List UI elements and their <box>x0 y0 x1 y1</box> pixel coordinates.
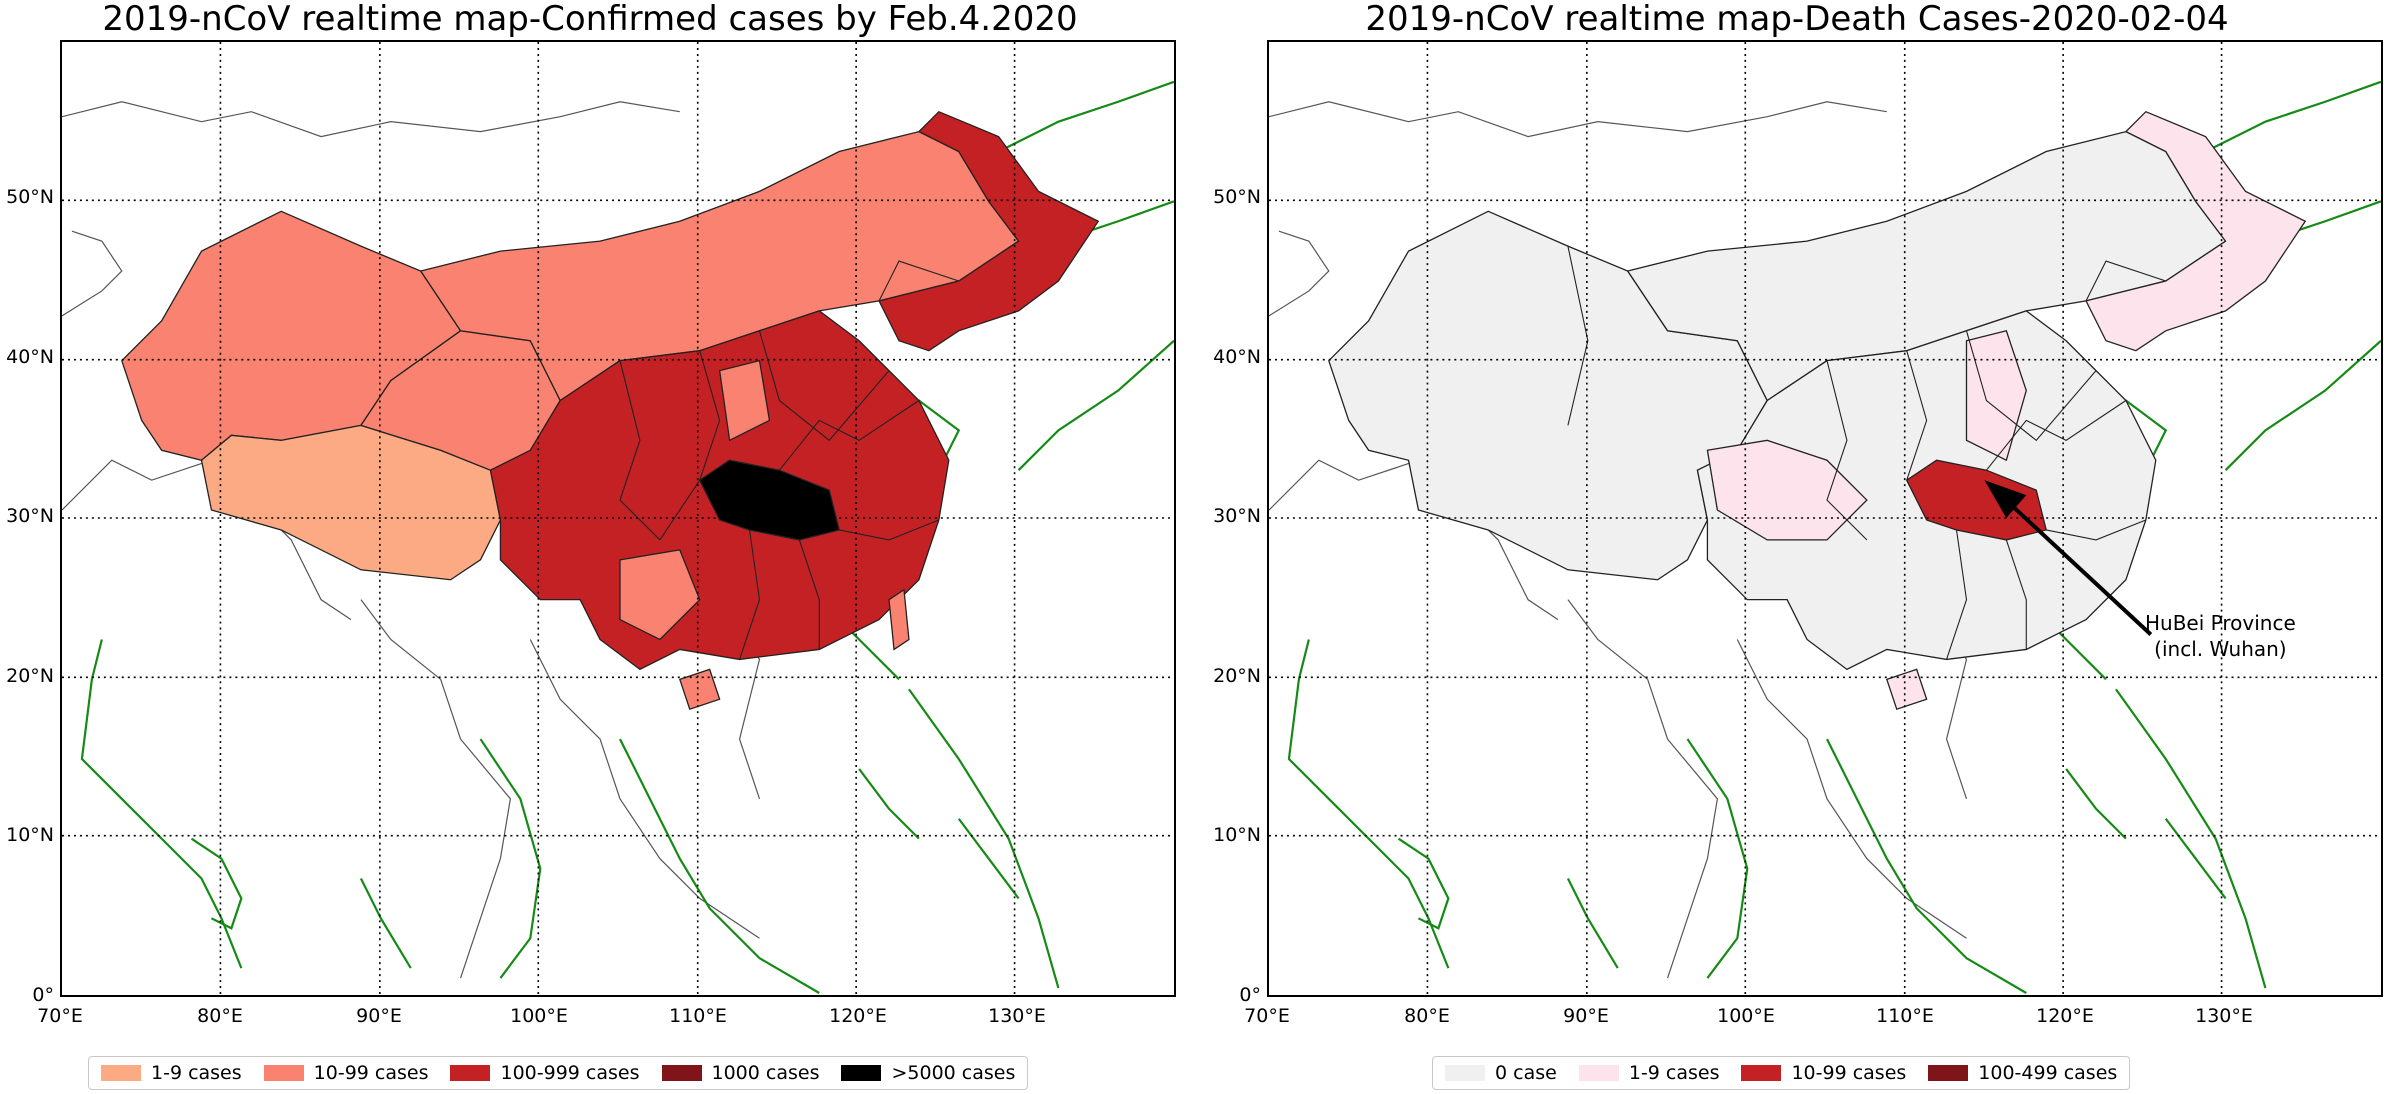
lat-tick-40n: 40°N <box>6 346 54 368</box>
lat-tick-10n: 10°N <box>1213 824 1261 846</box>
lat-tick-30n: 30°N <box>6 505 54 527</box>
region-northeast <box>2085 110 2307 352</box>
lat-tick-50n: 50°N <box>6 186 54 208</box>
lon-tick-110e: 110°E <box>669 1005 727 1027</box>
legend-swatch <box>1445 1065 1485 1081</box>
lon-tick-120e: 120°E <box>2036 1005 2094 1027</box>
map-title: 2019-nCoV realtime map-Death Cases-2020-… <box>1365 0 2229 39</box>
region-hubei <box>698 459 840 541</box>
legend-swatch <box>263 1065 304 1081</box>
legend-label: 1-9 cases <box>151 1062 242 1084</box>
legend-item: 100-499 cases <box>1928 1062 2117 1084</box>
legend-swatch <box>101 1065 141 1081</box>
region-henan-hebei <box>1965 330 2027 462</box>
legend-label: 100-499 cases <box>1978 1062 2118 1084</box>
legend-item: 10-99 cases <box>263 1062 429 1084</box>
legend-item: 1-9 cases <box>101 1062 242 1084</box>
legend-swatch <box>1741 1065 1782 1081</box>
hubei-annotation: HuBei Province (incl. Wuhan) <box>2145 610 2296 662</box>
lon-tick-80e: 80°E <box>1404 1005 1450 1027</box>
legend-label: 100-999 cases <box>500 1062 640 1084</box>
legend-item: 1000 cases <box>661 1062 820 1084</box>
legend-label: >5000 cases <box>891 1062 1016 1084</box>
legend-label: 1000 cases <box>711 1062 820 1084</box>
lon-tick-90e: 90°E <box>1563 1005 1609 1027</box>
map-area <box>60 40 1176 997</box>
legend-swatch <box>1928 1065 1969 1081</box>
legend-label: 10-99 cases <box>313 1062 429 1084</box>
confirmed-cases-map-panel: 2019-nCoV realtime map-Confirmed cases b… <box>0 0 1180 1094</box>
map-svg <box>62 42 1174 995</box>
annotation-arrow <box>1984 480 2153 636</box>
lon-tick-80e: 80°E <box>197 1005 243 1027</box>
annotation-line: (incl. Wuhan) <box>2154 637 2287 661</box>
lon-tick-130e: 130°E <box>988 1005 1046 1027</box>
legend-item: 100-999 cases <box>450 1062 640 1084</box>
legend-item: 1-9 cases <box>1578 1062 1720 1084</box>
lat-tick-40n: 40°N <box>1213 346 1261 368</box>
lon-tick-100e: 100°E <box>1717 1005 1775 1027</box>
map-title: 2019-nCoV realtime map-Confirmed cases b… <box>102 0 1078 39</box>
lat-tick-0: 0° <box>32 984 54 1006</box>
lat-tick-10n: 10°N <box>6 824 54 846</box>
lat-tick-30n: 30°N <box>1213 505 1261 527</box>
lat-tick-20n: 20°N <box>6 665 54 687</box>
region-guangxi-10-99 <box>619 549 701 641</box>
legend-swatch <box>661 1065 702 1081</box>
legend-swatch <box>1578 1065 1619 1081</box>
legend-item: 0 case <box>1445 1062 1557 1084</box>
lon-tick-120e: 120°E <box>829 1005 887 1027</box>
legend-item: >5000 cases <box>841 1062 1015 1084</box>
legend-label: 10-99 cases <box>1791 1062 1907 1084</box>
lat-tick-50n: 50°N <box>1213 186 1261 208</box>
region-ningxia-10-99 <box>718 359 771 442</box>
annotation-line: HuBei Province <box>2145 611 2296 635</box>
region-taiwan <box>888 588 910 651</box>
legend-label: 1-9 cases <box>1628 1062 1720 1084</box>
lon-tick-90e: 90°E <box>356 1005 402 1027</box>
lon-tick-110e: 110°E <box>1876 1005 1934 1027</box>
legend-swatch <box>450 1065 491 1081</box>
legend-item: 10-99 cases <box>1741 1062 1906 1084</box>
death-cases-map-panel: 2019-nCoV realtime map-Death Cases-2020-… <box>1207 0 2384 1094</box>
region-hainan <box>1885 668 1928 711</box>
legend-label: 0 case <box>1495 1062 1557 1084</box>
lon-tick-70e: 70°E <box>1244 1005 1290 1027</box>
lon-tick-70e: 70°E <box>37 1005 83 1027</box>
map-area <box>1267 40 2383 997</box>
region-hainan <box>678 668 721 711</box>
lat-tick-20n: 20°N <box>1213 665 1261 687</box>
region-northeast <box>878 110 1100 352</box>
map-svg <box>1269 42 2381 995</box>
legend-swatch <box>841 1065 882 1081</box>
legend: 1-9 cases 10-99 cases 100-999 cases 1000… <box>88 1056 1029 1090</box>
lon-tick-100e: 100°E <box>510 1005 568 1027</box>
lat-tick-0: 0° <box>1239 984 1261 1006</box>
legend: 0 case 1-9 cases 10-99 cases 100-499 cas… <box>1432 1056 2131 1090</box>
lon-tick-130e: 130°E <box>2195 1005 2253 1027</box>
